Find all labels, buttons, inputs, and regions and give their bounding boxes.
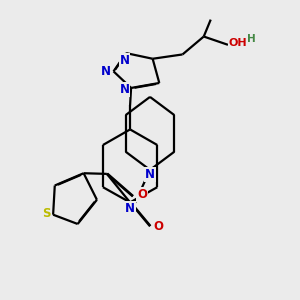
Text: N: N [119, 83, 130, 96]
Text: N: N [101, 65, 111, 78]
Text: S: S [42, 206, 51, 220]
Text: H: H [247, 34, 256, 44]
Text: N: N [119, 54, 130, 67]
Text: O: O [153, 220, 163, 233]
Text: OH: OH [229, 38, 247, 48]
Text: N: N [145, 168, 155, 182]
Text: O: O [137, 188, 147, 201]
Text: N: N [125, 202, 135, 215]
